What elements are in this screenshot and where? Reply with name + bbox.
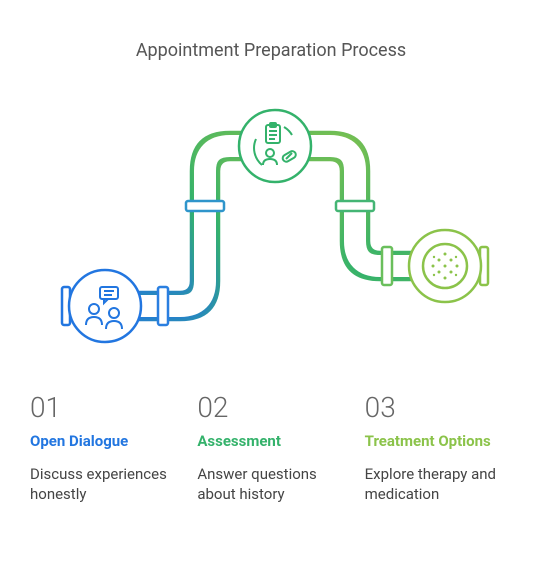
step-number: 01 <box>30 391 177 424</box>
step-title: Open Dialogue <box>30 432 177 450</box>
page-title: Appointment Preparation Process <box>30 40 512 61</box>
step-number: 03 <box>365 391 512 424</box>
flange <box>382 247 392 285</box>
step-title: Treatment Options <box>365 432 512 450</box>
step-3: 03 Treatment Options Explore therapy and… <box>365 391 512 505</box>
step-desc: Discuss experiences honestly <box>30 464 177 505</box>
step-title: Assessment <box>197 432 344 450</box>
flange <box>158 287 168 325</box>
step-desc: Answer questions about history <box>197 464 344 505</box>
steps-row: 01 Open Dialogue Discuss experiences hon… <box>30 391 512 505</box>
pipe-diagram <box>30 91 512 371</box>
flange <box>336 201 374 211</box>
step-1: 01 Open Dialogue Discuss experiences hon… <box>30 391 177 505</box>
step-2: 02 Assessment Answer questions about his… <box>197 391 344 505</box>
pipe-svg <box>30 91 512 371</box>
step-desc: Explore therapy and medication <box>365 464 512 505</box>
step-number: 02 <box>197 391 344 424</box>
node-assessment <box>239 110 311 182</box>
node-dialogue <box>69 270 141 342</box>
flange <box>186 201 224 211</box>
